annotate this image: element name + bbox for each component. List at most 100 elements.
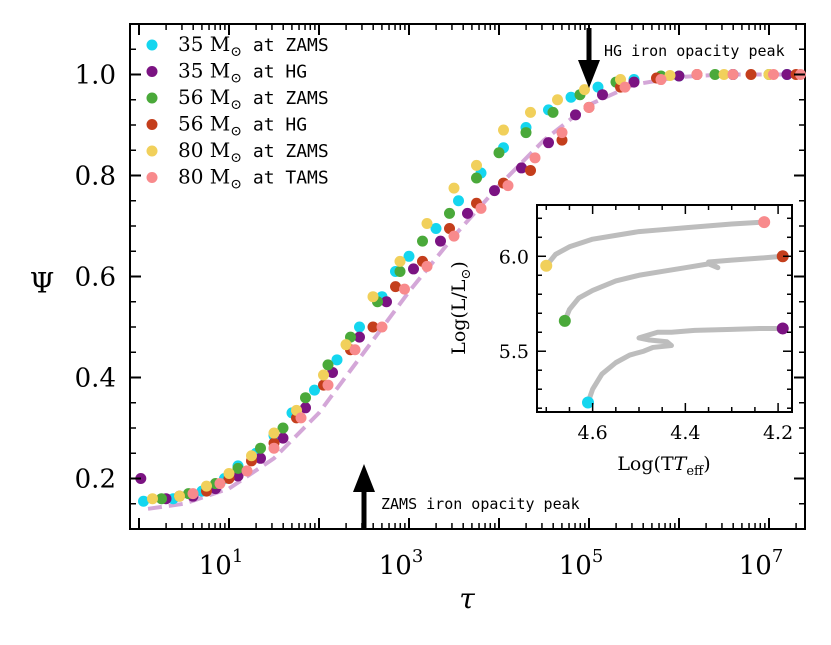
data-point-series-2 bbox=[597, 89, 608, 101]
data-point-series-5 bbox=[147, 493, 158, 505]
data-point-series-6 bbox=[322, 379, 334, 391]
data-point-series-2 bbox=[300, 402, 311, 414]
data-point-series-6 bbox=[529, 152, 541, 164]
data-point-series-1 bbox=[331, 354, 343, 366]
data-point-series-5 bbox=[664, 70, 676, 82]
inset-y-label: Log(L/L⊙) bbox=[448, 261, 474, 355]
hg-peak-label: HG iron opacity peak bbox=[604, 42, 785, 60]
data-point-series-2 bbox=[255, 452, 266, 464]
data-point-series-1 bbox=[138, 495, 149, 507]
x-tick-label: 103 bbox=[379, 546, 424, 581]
legend-entry-6: 80 M⊙ at TAMS bbox=[146, 165, 329, 193]
inset-marker-5 bbox=[540, 259, 553, 272]
data-point-series-6 bbox=[214, 478, 226, 490]
inset-track-1 bbox=[585, 325, 786, 406]
data-point-series-3 bbox=[520, 127, 532, 139]
up-arrow-icon bbox=[353, 464, 375, 528]
data-point-series-5 bbox=[174, 490, 185, 502]
legend-marker bbox=[146, 119, 158, 130]
data-point-series-5 bbox=[579, 84, 590, 96]
data-point-series-5 bbox=[394, 255, 406, 267]
x-tick-label: 107 bbox=[739, 546, 784, 581]
data-point-series-2 bbox=[781, 69, 793, 80]
data-point-series-2 bbox=[543, 137, 554, 149]
data-point-series-6 bbox=[295, 412, 307, 424]
data-point-series-6 bbox=[691, 69, 703, 80]
data-point-series-6 bbox=[619, 81, 631, 93]
data-point-series-6 bbox=[349, 344, 361, 356]
data-point-series-6 bbox=[376, 321, 388, 333]
data-point-series-6 bbox=[768, 69, 779, 80]
data-point-series-1 bbox=[453, 195, 464, 207]
zams-peak-annotation: ZAMS iron opacity peak bbox=[353, 464, 580, 528]
data-point-series-3 bbox=[232, 462, 244, 474]
data-point-series-6 bbox=[421, 260, 433, 272]
data-point-series-3 bbox=[547, 106, 559, 118]
inset-markers-layer bbox=[540, 216, 789, 409]
data-point-series-6 bbox=[241, 465, 253, 477]
zams-peak-label: ZAMS iron opacity peak bbox=[381, 495, 580, 513]
data-point-series-2 bbox=[628, 76, 640, 88]
data-point-series-2 bbox=[408, 263, 419, 275]
inset-marker-6 bbox=[758, 216, 771, 229]
data-point-series-4 bbox=[745, 69, 757, 80]
legend-marker bbox=[146, 145, 158, 157]
data-point-series-5 bbox=[552, 94, 563, 106]
data-points-layer bbox=[135, 69, 806, 507]
data-point-series-5 bbox=[448, 182, 460, 194]
data-point-series-3 bbox=[255, 442, 266, 454]
x-tick-label: 105 bbox=[559, 546, 604, 581]
y-tick-label: 0.4 bbox=[75, 364, 116, 394]
inset-hr-diagram: 4.6 4.4 4.2 5.5 6.0 Log(TTeff) Log(L/L⊙) bbox=[448, 204, 793, 479]
data-point-series-4 bbox=[525, 164, 536, 176]
data-point-series-2 bbox=[489, 185, 500, 197]
data-point-series-6 bbox=[475, 202, 487, 214]
legend-entry-2: 35 M⊙ at HG bbox=[146, 59, 307, 87]
data-point-series-1 bbox=[565, 91, 577, 103]
legend-label: 56 M⊙ at ZAMS bbox=[178, 85, 329, 113]
hg-peak-annotation: HG iron opacity peak bbox=[578, 28, 785, 88]
legend-label: 80 M⊙ at ZAMS bbox=[178, 138, 329, 166]
data-point-series-6 bbox=[268, 442, 280, 454]
data-point-series-5 bbox=[246, 450, 257, 462]
inset-x-tick-label: 4.2 bbox=[763, 422, 793, 444]
inset-marker-3 bbox=[558, 314, 571, 327]
data-point-series-3 bbox=[156, 493, 167, 505]
data-point-series-5 bbox=[318, 369, 329, 381]
data-point-series-2 bbox=[516, 162, 527, 174]
data-point-series-3 bbox=[709, 69, 721, 80]
data-point-series-2 bbox=[435, 235, 446, 247]
data-point-series-2 bbox=[277, 432, 289, 444]
y-tick-label: 0.2 bbox=[75, 465, 116, 495]
data-point-series-5 bbox=[223, 467, 235, 479]
data-point-series-4 bbox=[556, 134, 568, 146]
data-point-series-2 bbox=[381, 296, 392, 308]
x-axis-label: τ bbox=[459, 582, 475, 615]
legend-entry-5: 80 M⊙ at ZAMS bbox=[146, 138, 329, 166]
inset-marker-4 bbox=[776, 250, 789, 263]
data-point-series-3 bbox=[417, 235, 428, 247]
data-point-series-5 bbox=[421, 217, 433, 229]
data-point-series-1 bbox=[430, 223, 442, 235]
data-point-series-6 bbox=[655, 74, 667, 86]
y-tick-label: 0.6 bbox=[75, 263, 116, 293]
data-point-series-5 bbox=[340, 339, 352, 351]
data-point-series-3 bbox=[471, 172, 482, 184]
down-arrow-icon bbox=[578, 28, 600, 88]
data-point-series-6 bbox=[502, 180, 514, 192]
data-point-series-1 bbox=[354, 321, 365, 333]
data-point-series-4 bbox=[390, 281, 401, 293]
data-point-series-6 bbox=[399, 283, 410, 295]
data-point-series-5 bbox=[268, 427, 280, 439]
legend-marker bbox=[146, 66, 158, 77]
legend-label: 35 M⊙ at ZAMS bbox=[178, 32, 329, 60]
inset-y-tick-label: 5.5 bbox=[499, 341, 529, 363]
data-point-series-6 bbox=[556, 127, 568, 139]
data-point-series-6 bbox=[187, 488, 199, 500]
data-point-series-3 bbox=[322, 359, 334, 371]
data-point-series-2 bbox=[673, 70, 685, 82]
y-tick-label: 1.0 bbox=[75, 61, 116, 91]
data-point-series-5 bbox=[367, 291, 379, 303]
data-point-series-1 bbox=[309, 384, 320, 396]
